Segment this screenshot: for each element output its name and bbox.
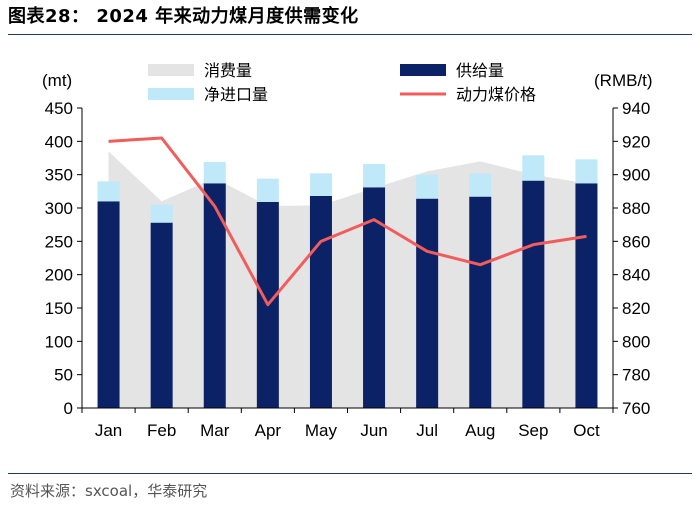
- net-import-bar-may: [309, 173, 332, 196]
- right-tick-label: 940: [622, 99, 650, 118]
- consumption-area: [108, 151, 587, 409]
- x-tick-label: Mar: [200, 421, 230, 440]
- net-import-bar-oct: [575, 159, 598, 184]
- bar-layer: [97, 155, 598, 408]
- legend-swatch: [400, 64, 446, 76]
- price-line: [108, 136, 587, 307]
- supply-bar-feb: [150, 222, 173, 408]
- supply-bar-oct: [575, 183, 598, 408]
- x-tick-label: Jan: [95, 421, 122, 440]
- net-import-bar-mar: [203, 162, 226, 184]
- left-tick-label: 0: [64, 399, 73, 418]
- net-import-bar-aug: [469, 173, 492, 197]
- title-rule: [8, 34, 692, 35]
- supply-bar-aug: [469, 196, 492, 408]
- right-tick-label: 860: [622, 232, 650, 251]
- x-tick-label: Feb: [147, 421, 176, 440]
- left-tick-label: 350: [45, 166, 73, 185]
- x-tick-label: Oct: [573, 421, 600, 440]
- left-tick-label: 250: [45, 232, 73, 251]
- left-tick-label: 400: [45, 132, 73, 151]
- area-layer: [108, 151, 587, 409]
- x-tick-label: Jun: [360, 421, 387, 440]
- supply-bar-jul: [416, 198, 439, 408]
- x-tick-label: Apr: [255, 421, 282, 440]
- right-axis-unit: (RMB/t): [594, 71, 653, 90]
- supply-bar-sep: [522, 180, 545, 408]
- right-tick-label: 800: [622, 332, 650, 351]
- left-tick-label: 150: [45, 299, 73, 318]
- left-tick-label: 200: [45, 266, 73, 285]
- left-tick-label: 300: [45, 199, 73, 218]
- net-import-bar-jun: [363, 164, 386, 188]
- right-tick-label: 920: [622, 132, 650, 151]
- right-tick-label: 900: [622, 166, 650, 185]
- right-tick-label: 760: [622, 399, 650, 418]
- right-tick-label: 840: [622, 266, 650, 285]
- left-tick-label: 50: [54, 366, 73, 385]
- supply-bar-jan: [97, 201, 120, 408]
- legend-swatch: [148, 64, 194, 76]
- net-import-bar-jan: [97, 181, 120, 202]
- supply-bar-jun: [363, 187, 386, 408]
- right-tick-label: 780: [622, 366, 650, 385]
- legend-label: 供给量: [456, 61, 504, 80]
- x-tick-label: Jul: [416, 421, 438, 440]
- left-axis-unit: (mt): [42, 71, 72, 90]
- figure-title: 图表28： 2024 年来动力煤月度供需变化: [8, 6, 359, 27]
- legend-swatch: [148, 88, 194, 100]
- source-note: 资料来源：sxcoal，华泰研究: [10, 482, 208, 500]
- net-import-bar-apr: [256, 178, 279, 202]
- legend-label: 净进口量: [204, 85, 268, 104]
- net-import-bar-jul: [416, 174, 439, 199]
- net-import-bar-sep: [522, 155, 545, 181]
- x-tick-label: Aug: [465, 421, 495, 440]
- line-layer: [108, 136, 587, 307]
- left-tick-label: 100: [45, 332, 73, 351]
- legend-label: 动力煤价格: [456, 85, 536, 104]
- axis-layer: 0 50 100 150 200 250 300 350 400 450 760 780 800 820 8…: [42, 71, 653, 440]
- x-tick-label: Sep: [518, 421, 548, 440]
- net-import-bar-feb: [150, 204, 173, 223]
- legend-label: 消费量: [204, 61, 252, 80]
- right-tick-label: 820: [622, 299, 650, 318]
- x-tick-label: May: [305, 421, 338, 440]
- left-tick-label: 450: [45, 99, 73, 118]
- right-tick-label: 880: [622, 199, 650, 218]
- source-rule: [8, 473, 692, 474]
- supply-bar-mar: [203, 183, 226, 408]
- supply-bar-may: [309, 196, 332, 408]
